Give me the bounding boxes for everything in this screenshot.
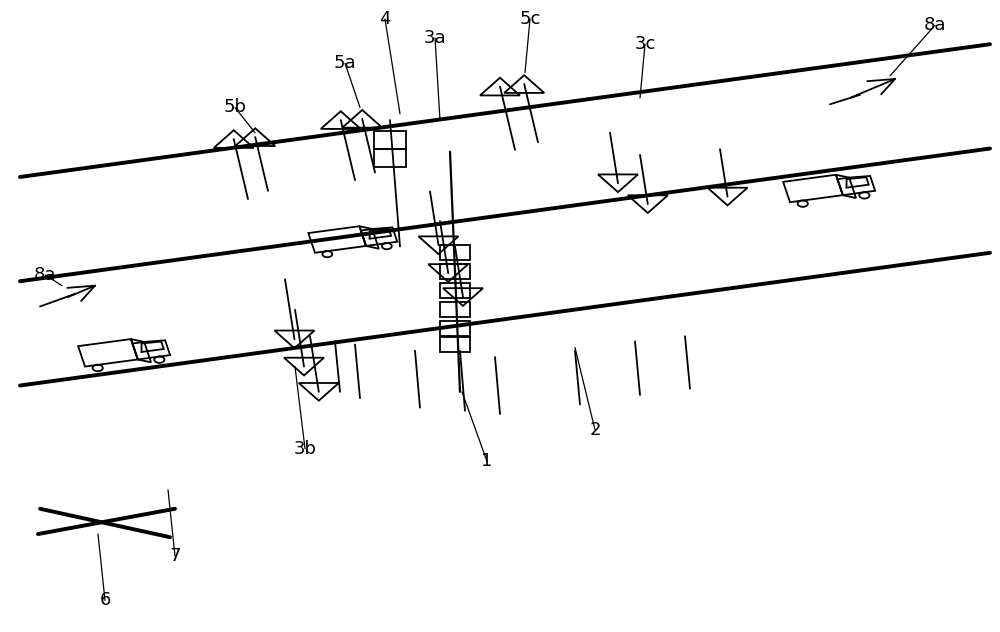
Text: 8a: 8a	[924, 16, 946, 34]
Text: 3c: 3c	[634, 35, 656, 53]
Text: 5a: 5a	[334, 54, 356, 72]
Text: 4: 4	[379, 10, 391, 28]
Text: 8a: 8a	[34, 266, 56, 284]
Text: 1: 1	[481, 453, 493, 470]
Text: 3a: 3a	[424, 29, 446, 47]
Text: 5c: 5c	[519, 10, 541, 28]
Text: 3b: 3b	[294, 440, 316, 458]
Text: 6: 6	[99, 592, 111, 609]
Text: 7: 7	[169, 547, 181, 565]
Text: 5b: 5b	[224, 99, 246, 116]
Text: 2: 2	[589, 421, 601, 439]
